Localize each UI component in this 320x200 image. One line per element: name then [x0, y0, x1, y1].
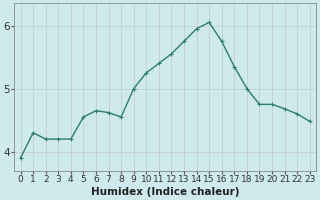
X-axis label: Humidex (Indice chaleur): Humidex (Indice chaleur) [91, 187, 239, 197]
